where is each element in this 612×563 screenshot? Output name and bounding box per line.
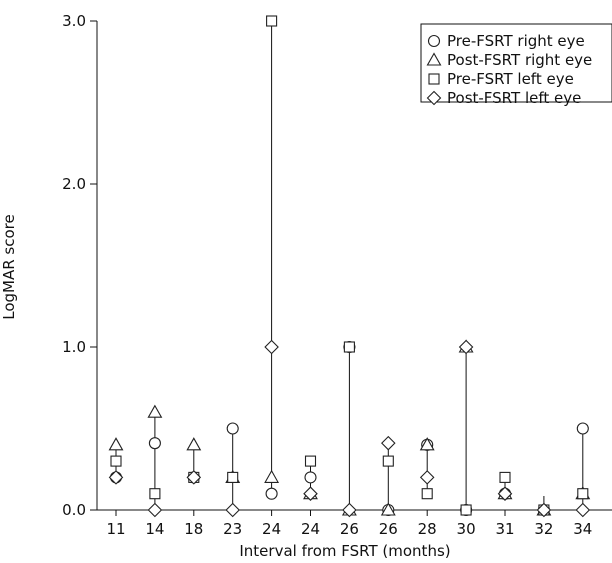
- data-point-square: [227, 471, 239, 483]
- data-point-triangle: [419, 437, 435, 451]
- x-axis: 11 14 18 23 24 24 26 26 28 30 31 32 34: [97, 509, 612, 538]
- data-point-diamond: [458, 339, 474, 355]
- y-tick-label: 3.0: [62, 12, 86, 30]
- data-point-diamond: [536, 502, 552, 518]
- data-point-square: [304, 455, 317, 467]
- legend-label: Pre-FSRT left eye: [447, 70, 574, 88]
- x-tick-label: 23: [223, 520, 242, 538]
- legend-label: Pre-FSRT right eye: [447, 32, 585, 50]
- data-point-diamond: [497, 486, 513, 501]
- data-point-circle: [265, 487, 278, 500]
- data-point-diamond: [303, 486, 318, 501]
- y-tick-label: 0.0: [62, 501, 86, 519]
- data-point-circle: [148, 437, 161, 450]
- data-point-square: [460, 504, 472, 516]
- data-point-diamond: [108, 470, 124, 485]
- data-point-square: [149, 488, 161, 500]
- data-point-square: [266, 15, 278, 27]
- x-tick-label: 30: [457, 520, 476, 538]
- markers-layer: [108, 15, 591, 518]
- data-point-triangle: [380, 502, 396, 516]
- legend-label: Post-FSRT right eye: [447, 51, 592, 69]
- legend-box: [420, 23, 612, 103]
- data-point-square: [499, 471, 511, 483]
- x-tick-label: 24: [262, 520, 281, 538]
- y-axis: 0.0 1.0 2.0 3.0: [62, 12, 98, 519]
- data-point-triangle: [264, 469, 280, 483]
- legend-marker-square: [428, 73, 440, 85]
- x-tick-label: 11: [106, 520, 125, 538]
- data-point-square: [421, 488, 433, 500]
- data-point-square: [343, 341, 355, 353]
- legend-marker-circle: [427, 34, 441, 48]
- legend-marker-diamond: [426, 90, 442, 106]
- x-tick-label: 14: [145, 520, 164, 538]
- data-point-diamond: [225, 502, 240, 518]
- data-point-triangle: [186, 437, 202, 451]
- data-point-triangle: [108, 437, 124, 451]
- x-tick-label: 28: [418, 520, 437, 538]
- data-point-diamond: [342, 502, 357, 518]
- data-point-diamond: [186, 470, 202, 485]
- x-tick-label: 32: [534, 520, 553, 538]
- data-point-triangle: [147, 404, 163, 418]
- x-tick-label: 24: [301, 520, 320, 538]
- data-point-diamond: [264, 339, 279, 355]
- data-point-square: [577, 488, 589, 500]
- data-point-circle: [226, 422, 239, 435]
- x-tick-label: 31: [495, 520, 514, 538]
- y-axis-title: LogMAR score: [0, 214, 18, 320]
- y-tick-label: 2.0: [62, 175, 86, 193]
- legend-label: Post-FSRT left eye: [447, 89, 581, 107]
- legend-marker-triangle: [426, 52, 442, 66]
- x-tick-label: 18: [184, 520, 203, 538]
- data-point-diamond: [381, 435, 396, 451]
- data-point-diamond: [575, 502, 591, 518]
- x-tick-label: 26: [379, 520, 398, 538]
- y-tick-label: 1.0: [62, 338, 86, 356]
- x-tick-label: 26: [340, 520, 359, 538]
- x-tick-label: 34: [573, 520, 592, 538]
- data-point-circle: [304, 471, 317, 484]
- data-point-diamond: [419, 470, 435, 485]
- data-point-square: [110, 455, 122, 467]
- data-point-square: [382, 455, 394, 467]
- data-point-diamond: [147, 502, 163, 518]
- data-point-circle: [576, 422, 589, 435]
- x-axis-title: Interval from FSRT (months): [239, 542, 450, 560]
